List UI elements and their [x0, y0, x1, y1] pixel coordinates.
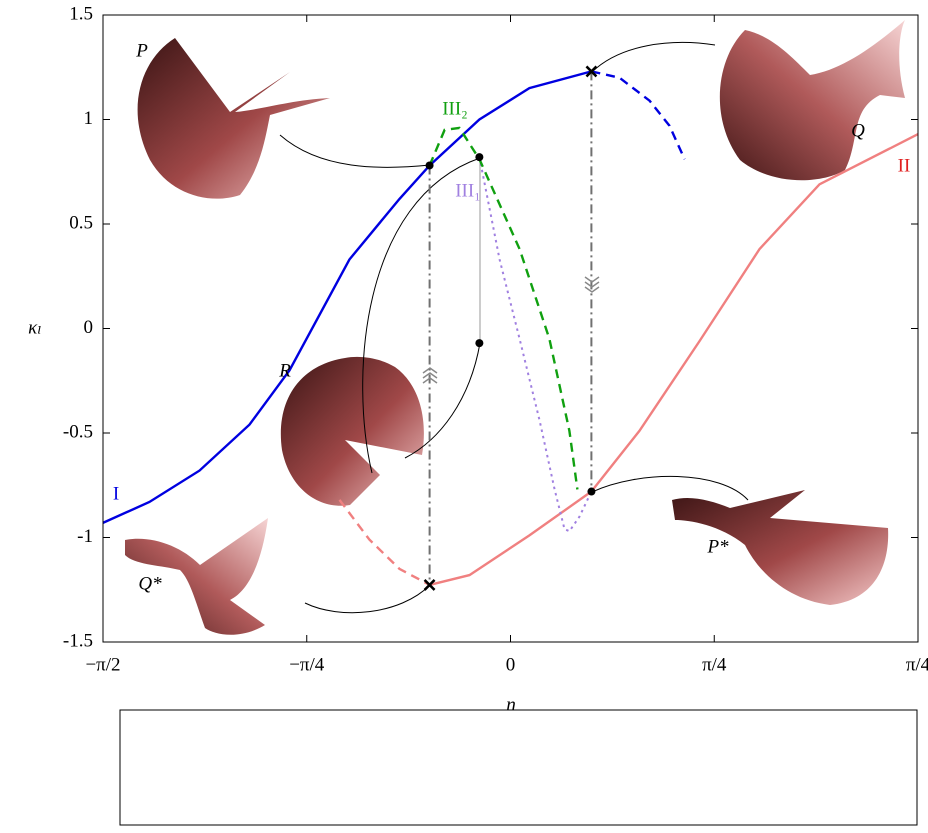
annotation: P*: [706, 536, 729, 557]
series-line: [428, 126, 579, 490]
point: [423, 579, 436, 591]
snap-arrow: [584, 276, 600, 283]
annotation: II: [898, 155, 911, 176]
point: [475, 339, 484, 348]
annotation: III₁: [455, 180, 481, 201]
x-tick-label: π/4: [906, 654, 928, 675]
connector: [404, 342, 481, 459]
x-tick-label: −π/2: [85, 654, 120, 675]
annotation: Q: [851, 120, 865, 141]
snap-arrow: [584, 281, 600, 288]
x-tick-label: π/4: [702, 654, 727, 675]
series-line: [102, 70, 592, 524]
x-tick-label: −π/4: [289, 654, 325, 675]
annotation: Q*: [138, 573, 162, 594]
annotation: I: [113, 483, 119, 504]
annotation: P: [135, 40, 148, 61]
annotation: R: [278, 360, 291, 381]
snap-arrow: [584, 286, 600, 293]
y-tick-label: -1.5: [63, 630, 93, 651]
y-tick-label: -0.5: [63, 421, 93, 442]
series-line: [429, 133, 919, 587]
y-tick-label: 0: [84, 317, 94, 338]
y-axis-label: κₗ: [28, 317, 42, 338]
y-tick-label: 0.5: [69, 212, 93, 233]
snap-arrow: [422, 367, 438, 374]
axes-frame: [102, 14, 919, 643]
connectors: [279, 41, 749, 614]
series-line: [591, 70, 686, 160]
connector: [304, 584, 431, 614]
surface-q-star: [125, 518, 268, 635]
series-line: [338, 499, 431, 586]
surface-p-star: [672, 490, 889, 605]
snap-arrow: [422, 377, 438, 384]
y-tick-label: 1.5: [69, 3, 93, 24]
connector: [279, 134, 431, 168]
point: [475, 153, 484, 162]
legend: [119, 709, 918, 826]
connector: [591, 475, 749, 501]
point: [425, 161, 434, 170]
point: [585, 65, 598, 78]
y-tick-label: 1: [84, 108, 94, 129]
connector: [362, 157, 481, 474]
point: [587, 487, 596, 496]
surface-q: [719, 20, 905, 181]
surface-p: [137, 38, 330, 199]
connector: [591, 41, 716, 73]
y-tick-label: -1: [77, 526, 93, 547]
surface-r: [280, 356, 424, 506]
series-line: [478, 156, 593, 533]
x-tick-label: 0: [506, 654, 516, 675]
snap-arrow: [422, 372, 438, 379]
annotation: III₂: [442, 98, 468, 119]
x-axis-label: η: [506, 694, 515, 715]
